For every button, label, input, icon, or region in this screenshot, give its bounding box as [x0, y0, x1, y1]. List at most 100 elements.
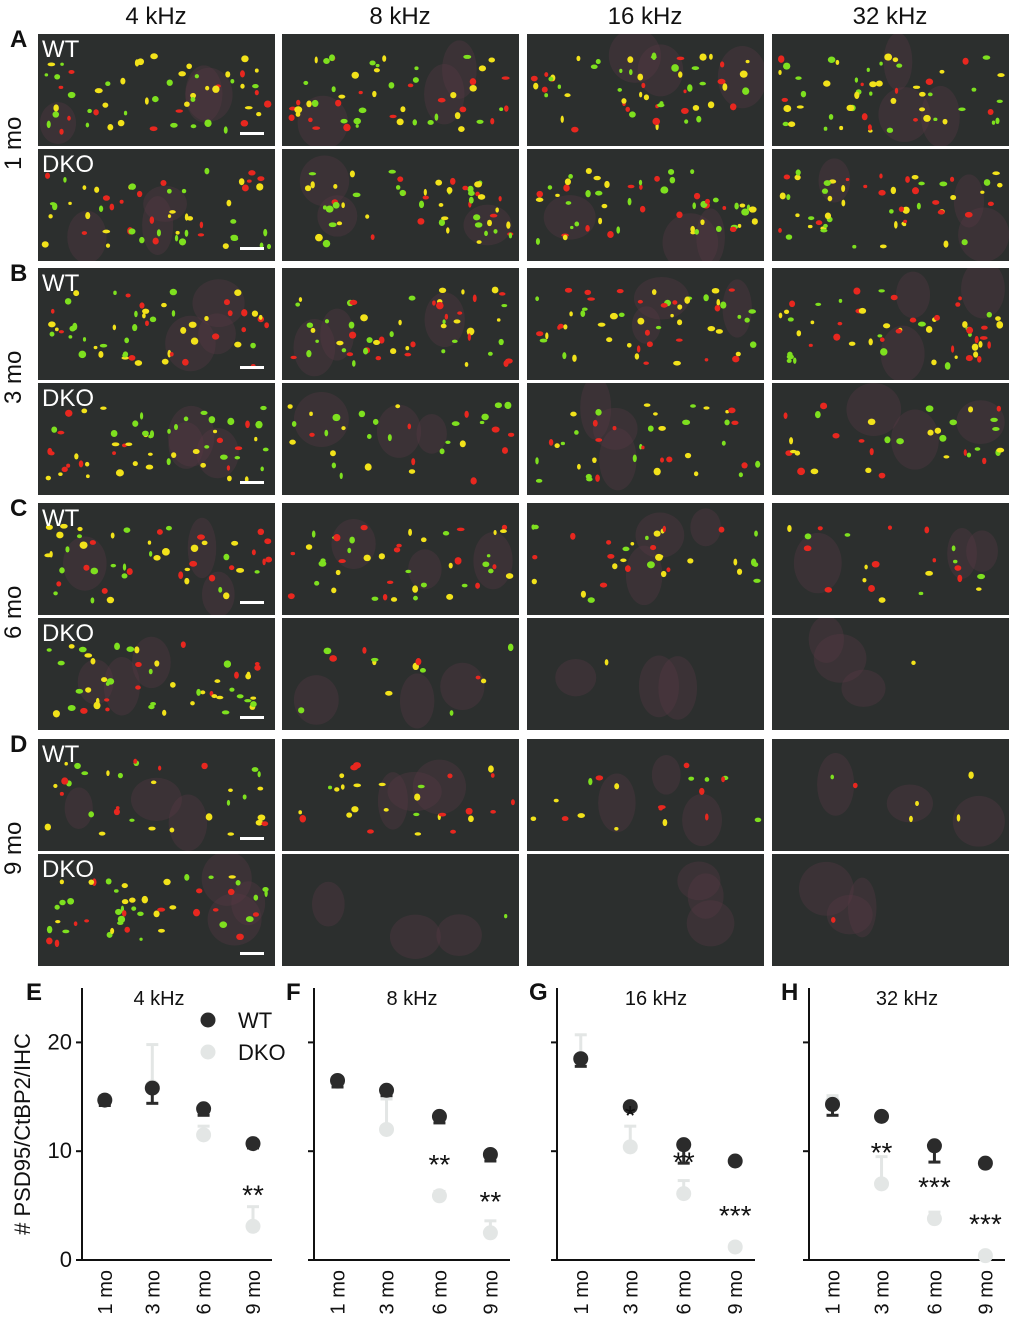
- data-point: [330, 1072, 346, 1088]
- significance-marker: **: [673, 1147, 695, 1178]
- data-point: [622, 1139, 638, 1155]
- micrograph-panel: [282, 503, 519, 615]
- significance-marker: **: [242, 1179, 264, 1210]
- panel-letter: B: [10, 260, 28, 287]
- synapse-puncta: [39, 53, 272, 145]
- age-label: 6 mo: [0, 585, 27, 639]
- synapse-puncta: [535, 383, 761, 491]
- scale-bar: [240, 366, 264, 369]
- synapse-puncta: [287, 391, 515, 485]
- data-point: [825, 1096, 841, 1112]
- synapse-puncta: [530, 754, 762, 847]
- x-tick-label: 3 mo: [872, 1270, 894, 1314]
- scale-bar: [240, 247, 264, 250]
- y-tick-label: 0: [60, 1247, 72, 1272]
- data-point: [431, 1108, 447, 1124]
- synapse-puncta: [48, 279, 269, 372]
- chart-title: 32 kHz: [876, 988, 938, 1010]
- significance-marker: **: [429, 1149, 451, 1180]
- synapse-puncta: [778, 34, 1005, 146]
- age-label: 9 mo: [0, 821, 27, 875]
- chart-title: 16 kHz: [625, 988, 687, 1010]
- synapse-puncta: [46, 854, 269, 948]
- x-tick-label: 1 mo: [95, 1270, 117, 1314]
- x-tick-label: 6 mo: [924, 1270, 946, 1314]
- genotype-label: DKO: [42, 856, 95, 883]
- scale-bar: [240, 837, 264, 840]
- genotype-label: WT: [42, 741, 80, 768]
- micrograph-panel: [527, 149, 764, 261]
- legend-marker: [200, 1044, 216, 1060]
- micrograph-panel: [772, 34, 1009, 146]
- y-axis-label: # PSD95/CtBP2/IHC: [10, 1033, 35, 1235]
- synapse-puncta: [798, 861, 877, 938]
- significance-marker: ***: [918, 1172, 951, 1203]
- x-tick-label: 9 mo: [725, 1270, 747, 1314]
- quantification-charts: E 4 kHz 0 10 20 # PSD95/CtBP2/IHC 1 mo 3 mo 6 mo…: [10, 979, 1005, 1314]
- micrograph-panel: [527, 854, 764, 966]
- synapse-puncta: [44, 517, 273, 615]
- data-point: [144, 1080, 160, 1096]
- micrograph-panel: DKO: [38, 618, 275, 730]
- data-point: [196, 1127, 212, 1143]
- micrograph-panel: [282, 618, 519, 730]
- frequency-header: 4 kHz: [125, 3, 187, 30]
- scale-bar: [240, 481, 264, 484]
- genotype-label: WT: [42, 505, 80, 532]
- data-point: [977, 1155, 993, 1171]
- synapse-puncta: [555, 655, 698, 720]
- legend-marker: [200, 1012, 216, 1028]
- significance-marker: ***: [719, 1200, 752, 1231]
- data-point: [727, 1239, 743, 1255]
- micrograph-panel: WT: [38, 503, 275, 615]
- frequency-header: 16 kHz: [607, 3, 683, 30]
- significance-marker: **: [871, 1137, 893, 1168]
- synapse-puncta: [45, 405, 269, 483]
- panel-letter: E: [26, 979, 42, 1006]
- scale-bar: [240, 952, 264, 955]
- micrograph-panel: [772, 739, 1009, 851]
- scale-bar: [240, 132, 264, 135]
- synapse-puncta: [778, 158, 1009, 261]
- synapse-puncta: [535, 168, 758, 261]
- micrograph-panel: [282, 739, 519, 851]
- data-point: [676, 1186, 692, 1202]
- synapse-puncta: [44, 758, 269, 851]
- data-point: [196, 1101, 212, 1117]
- synapse-puncta: [677, 861, 735, 947]
- x-tick-label: 6 mo: [429, 1270, 451, 1314]
- age-label: 3 mo: [0, 350, 27, 404]
- micrograph-panel: [527, 268, 764, 380]
- data-point: [482, 1225, 498, 1241]
- micrograph-panel: [282, 383, 519, 495]
- x-tick-label: 3 mo: [377, 1270, 399, 1314]
- significance-marker: ***: [969, 1209, 1002, 1240]
- micrograph-panel: [527, 34, 764, 146]
- micrograph-panel: WT: [38, 268, 275, 380]
- frequency-header: 8 kHz: [369, 3, 431, 30]
- x-tick-label: 9 mo: [243, 1270, 265, 1314]
- micrograph-panel: [527, 618, 764, 730]
- micrograph-panel: [527, 383, 764, 495]
- micrograph-panel: [282, 149, 519, 261]
- y-tick-label: 20: [48, 1029, 72, 1054]
- synapse-puncta: [46, 636, 261, 718]
- x-tick-label: 6 mo: [194, 1270, 216, 1314]
- micrograph-panel: [772, 383, 1009, 495]
- micrograph-panel: [282, 268, 519, 380]
- data-point: [97, 1092, 113, 1108]
- synapse-puncta: [530, 34, 764, 133]
- synapse-puncta: [41, 167, 272, 261]
- genotype-label: DKO: [42, 620, 95, 647]
- genotype-label: WT: [42, 270, 80, 297]
- data-point: [482, 1146, 498, 1162]
- synapse-puncta: [535, 277, 757, 366]
- synapse-puncta: [783, 383, 1005, 479]
- micrograph-panel: [282, 854, 519, 966]
- x-tick-label: 6 mo: [674, 1270, 696, 1314]
- data-point: [727, 1153, 743, 1169]
- micrograph-panel: [772, 149, 1009, 261]
- x-tick-label: 9 mo: [975, 1270, 997, 1314]
- data-point: [379, 1121, 395, 1137]
- synapse-puncta: [531, 508, 761, 606]
